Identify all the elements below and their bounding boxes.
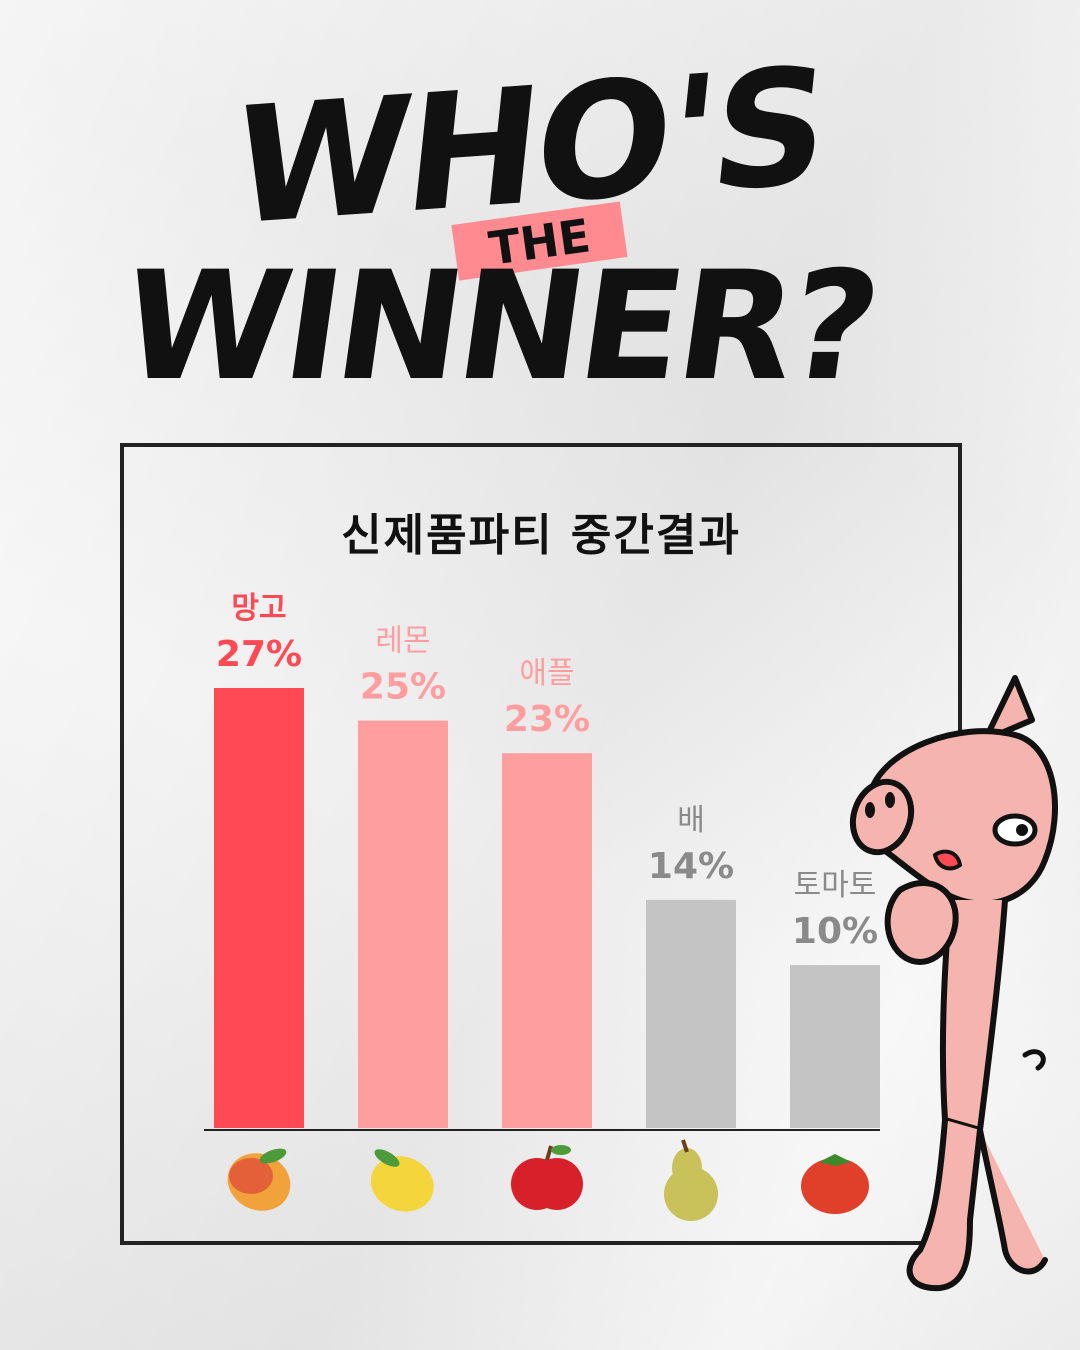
apple-icon	[511, 1145, 583, 1210]
bar-1	[214, 688, 304, 1128]
bar-4	[646, 899, 736, 1128]
bar-value-label: 14%	[648, 846, 734, 887]
bar-value-label: 25%	[360, 667, 446, 708]
bar-3	[502, 753, 592, 1128]
pear-icon	[664, 1139, 718, 1221]
bar-category-label: 배	[677, 803, 705, 838]
lemon-icon	[370, 1149, 434, 1212]
bar-5	[790, 965, 880, 1128]
bar-value-label: 23%	[504, 699, 590, 740]
bar-category-label: 레몬	[375, 624, 430, 659]
headline-ribbon: THE	[451, 201, 628, 281]
bar-category-label: 토마토	[794, 868, 877, 903]
chart-title: 신제품파티 중간결과	[341, 510, 741, 561]
bar-chart: 망고 27% 레몬 25% 애플 23% 배 14% 토마토 10%	[204, 591, 880, 1221]
headline: WHO'S THE WINNER?	[112, 32, 886, 414]
bar-value-label: 27%	[216, 634, 302, 675]
bar-category-label: 망고	[231, 591, 286, 626]
tomato-icon	[801, 1154, 869, 1214]
pig-mascot-illustration	[849, 675, 1058, 1292]
mango-icon	[227, 1148, 291, 1211]
headline-winner: WINNER?	[112, 239, 886, 414]
bar-2	[358, 720, 448, 1128]
bar-value-label: 10%	[792, 911, 878, 952]
chart-frame: 신제품파티 중간결과 망고 27% 레몬 25% 애플 23% 배 14% 토마토 10%	[120, 443, 962, 1245]
bar-category-label: 애플	[519, 656, 574, 691]
